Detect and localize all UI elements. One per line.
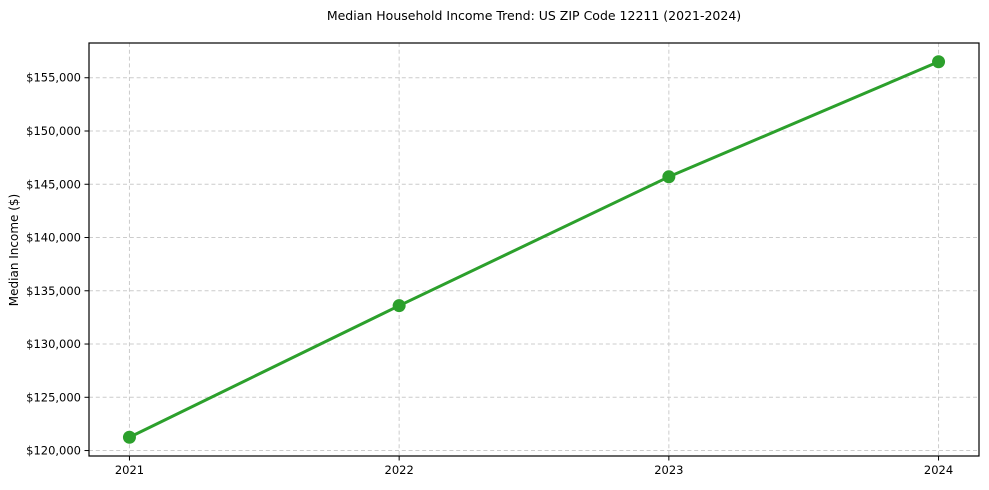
y-tick-label: $125,000 [26,390,81,404]
x-tick-label: 2024 [924,463,953,477]
y-tick-label: $150,000 [26,124,81,138]
data-point-2022 [392,299,406,313]
x-tick-label: 2023 [654,463,683,477]
data-point-2021 [122,430,136,444]
y-tick-label: $145,000 [26,177,81,191]
y-tick-label: $155,000 [26,71,81,85]
chart-title: Median Household Income Trend: US ZIP Co… [326,8,742,23]
x-tick-label: 2021 [115,463,144,477]
data-point-2023 [662,170,676,184]
trend-line [127,60,941,439]
data-point-2024 [932,55,946,69]
y-tick-label: $135,000 [26,284,81,298]
y-tick-label: $140,000 [26,231,81,245]
axes-frame [88,42,980,457]
y-tick-label: $130,000 [26,337,81,351]
y-tick-label: $120,000 [26,444,81,458]
x-tick-label: 2022 [385,463,414,477]
